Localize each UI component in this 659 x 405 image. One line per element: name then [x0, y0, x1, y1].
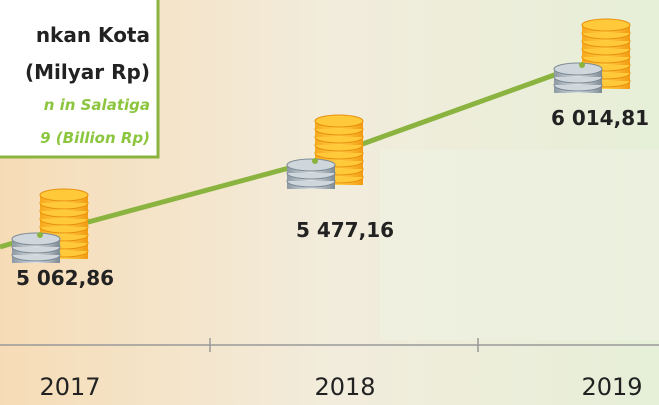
value-label: 5 062,86 [16, 266, 114, 290]
title-line: (Milyar Rp) [25, 60, 150, 84]
point [579, 62, 585, 68]
coin [315, 115, 363, 127]
subtitle-line: 9 (Billion Rp) [40, 129, 150, 147]
x-tick-label: 2017 [39, 373, 100, 401]
coin [12, 233, 60, 245]
subtitle-line: n in Salatiga [44, 96, 150, 114]
x-tick-label: 2018 [314, 373, 375, 401]
chart: nkan Kota (Milyar Rp) n in Salatiga 9 (B… [0, 0, 659, 405]
coin [582, 19, 630, 31]
x-tick-label: 2019 [581, 373, 642, 401]
coin [40, 189, 88, 201]
title-line: nkan Kota [36, 23, 150, 47]
point [37, 232, 43, 238]
value-label: 5 477,16 [296, 218, 394, 242]
background-shape [380, 150, 659, 340]
coin [554, 63, 602, 75]
value-label: 6 014,81 [551, 106, 649, 130]
coin [287, 159, 335, 171]
point [312, 158, 318, 164]
